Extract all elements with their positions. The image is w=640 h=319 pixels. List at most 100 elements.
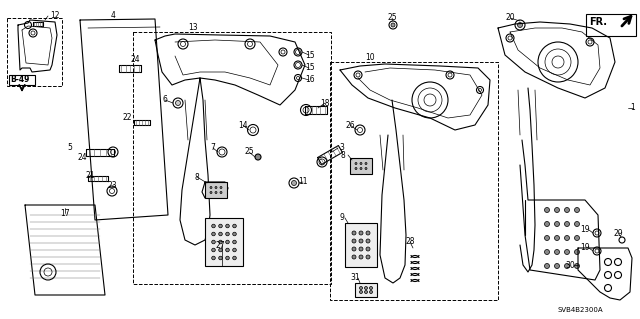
- Text: FR.: FR.: [589, 17, 607, 27]
- Bar: [7, 18, 62, 86]
- Circle shape: [564, 249, 570, 255]
- Circle shape: [366, 239, 370, 243]
- Text: 24: 24: [77, 153, 87, 162]
- Text: 15: 15: [305, 63, 315, 72]
- Circle shape: [226, 240, 229, 244]
- Circle shape: [575, 235, 579, 241]
- Circle shape: [575, 249, 579, 255]
- Circle shape: [518, 23, 522, 27]
- Circle shape: [212, 248, 215, 252]
- Bar: [205, 182, 227, 198]
- Circle shape: [575, 207, 579, 212]
- Circle shape: [366, 231, 370, 235]
- Circle shape: [355, 162, 357, 165]
- Text: 8: 8: [340, 151, 346, 160]
- Circle shape: [545, 221, 550, 226]
- Circle shape: [554, 263, 559, 269]
- Circle shape: [554, 207, 559, 212]
- Text: 11: 11: [298, 177, 308, 187]
- Circle shape: [233, 240, 236, 244]
- Circle shape: [369, 286, 372, 290]
- Text: 20: 20: [505, 13, 515, 23]
- Circle shape: [226, 248, 229, 252]
- Circle shape: [352, 247, 356, 251]
- Circle shape: [369, 291, 372, 293]
- Text: 28: 28: [405, 238, 415, 247]
- Text: 31: 31: [350, 273, 360, 283]
- Bar: [350, 158, 372, 174]
- Circle shape: [226, 232, 229, 236]
- Circle shape: [365, 167, 367, 169]
- Text: 26: 26: [345, 121, 355, 130]
- Circle shape: [359, 239, 363, 243]
- Circle shape: [352, 239, 356, 243]
- Text: 25: 25: [244, 147, 254, 157]
- Circle shape: [219, 256, 222, 260]
- Bar: [205, 218, 243, 266]
- Bar: [345, 223, 377, 267]
- Circle shape: [219, 232, 222, 236]
- Circle shape: [545, 207, 550, 212]
- Circle shape: [175, 100, 180, 106]
- Circle shape: [255, 154, 261, 160]
- Circle shape: [233, 248, 236, 252]
- Circle shape: [212, 224, 215, 228]
- Circle shape: [360, 162, 362, 165]
- Circle shape: [226, 224, 229, 228]
- Circle shape: [564, 263, 570, 269]
- Text: 19: 19: [580, 243, 590, 253]
- Text: 16: 16: [305, 76, 315, 85]
- Circle shape: [226, 256, 229, 260]
- Circle shape: [545, 263, 550, 269]
- Circle shape: [219, 224, 222, 228]
- Circle shape: [219, 240, 222, 244]
- Text: SVB4B2300A: SVB4B2300A: [557, 307, 603, 313]
- Circle shape: [564, 235, 570, 241]
- Circle shape: [564, 221, 570, 226]
- Circle shape: [210, 187, 212, 189]
- Circle shape: [575, 221, 579, 226]
- Text: 24: 24: [130, 56, 140, 64]
- Bar: [133, 32, 331, 284]
- Circle shape: [360, 291, 362, 293]
- Text: 7: 7: [211, 144, 216, 152]
- Circle shape: [212, 232, 215, 236]
- Circle shape: [215, 187, 217, 189]
- Circle shape: [365, 162, 367, 165]
- Circle shape: [220, 191, 222, 194]
- Bar: [330, 62, 498, 300]
- Circle shape: [233, 232, 236, 236]
- Text: 30: 30: [565, 261, 575, 270]
- Text: 6: 6: [163, 95, 168, 105]
- Text: 4: 4: [111, 11, 115, 19]
- Text: 25: 25: [387, 13, 397, 23]
- Circle shape: [554, 235, 559, 241]
- Bar: [355, 283, 377, 297]
- Bar: [9, 75, 35, 85]
- Circle shape: [365, 286, 367, 290]
- Circle shape: [212, 240, 215, 244]
- Text: 21: 21: [85, 170, 95, 180]
- Circle shape: [545, 235, 550, 241]
- Circle shape: [554, 249, 559, 255]
- Text: 14: 14: [238, 121, 248, 130]
- Circle shape: [366, 255, 370, 259]
- Circle shape: [220, 187, 222, 189]
- Text: 12: 12: [51, 11, 60, 20]
- Circle shape: [352, 255, 356, 259]
- Circle shape: [575, 263, 579, 269]
- Text: 8: 8: [195, 173, 200, 182]
- Circle shape: [210, 191, 212, 194]
- Circle shape: [233, 256, 236, 260]
- Text: 29: 29: [613, 228, 623, 238]
- Text: 10: 10: [365, 54, 375, 63]
- Circle shape: [545, 249, 550, 255]
- Circle shape: [360, 167, 362, 169]
- Circle shape: [554, 221, 559, 226]
- Circle shape: [359, 247, 363, 251]
- Text: B-49: B-49: [10, 76, 29, 85]
- Text: 22: 22: [122, 114, 132, 122]
- Text: 19: 19: [580, 226, 590, 234]
- Circle shape: [212, 256, 215, 260]
- Circle shape: [355, 167, 357, 169]
